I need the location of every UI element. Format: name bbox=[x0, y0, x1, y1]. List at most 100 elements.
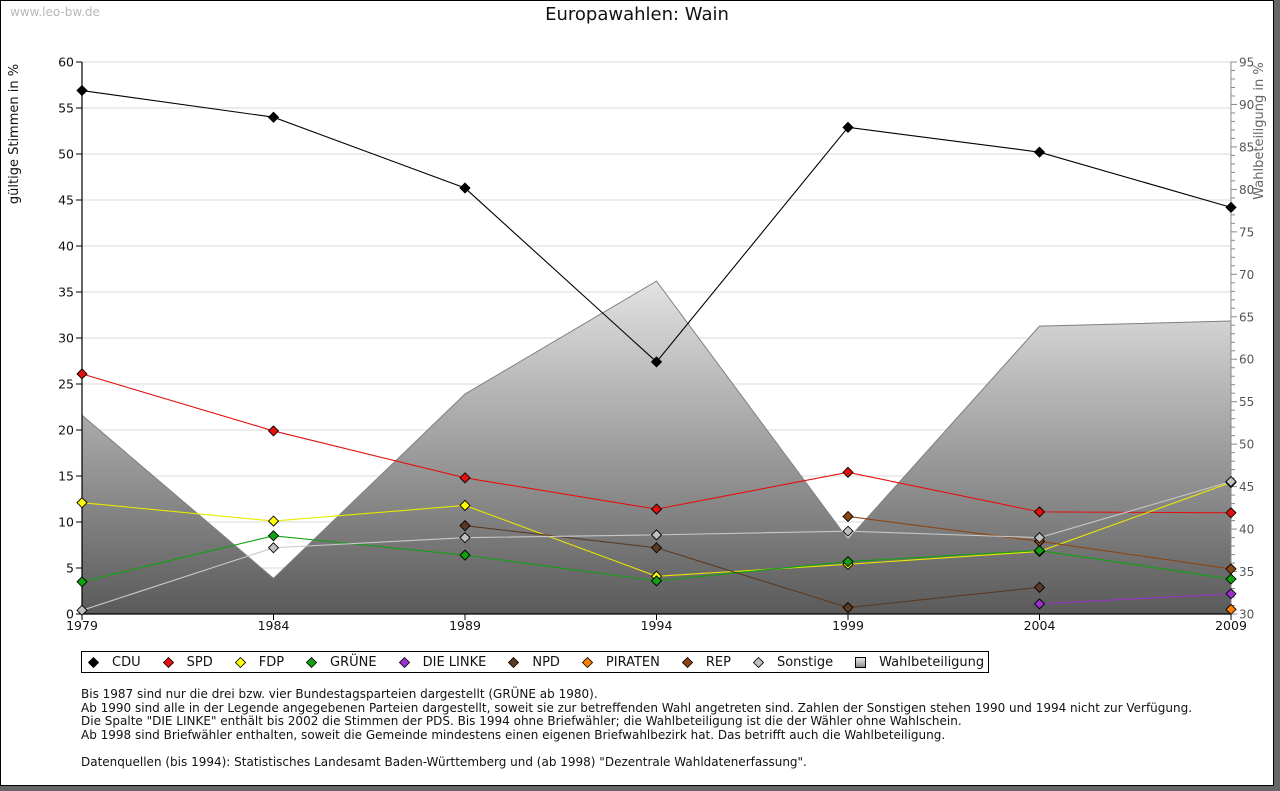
marker-gr-ne bbox=[650, 575, 663, 587]
x-tick-label: 2009 bbox=[1215, 618, 1247, 633]
y-tick-label: 45 bbox=[58, 193, 74, 208]
legend-item-gr-ne: GRÜNE bbox=[306, 655, 377, 670]
marker-cdu bbox=[76, 84, 88, 97]
legend-label: GRÜNE bbox=[330, 654, 377, 670]
legend-item-spd: SPD bbox=[162, 654, 213, 670]
legend-diamond-icon bbox=[88, 657, 99, 668]
marker-sonstige bbox=[76, 604, 88, 616]
x-tick-label: 1989 bbox=[449, 618, 481, 633]
footnote-line: Datenquellen (bis 1994): Statistisches L… bbox=[81, 754, 807, 769]
y2-tick-label: 50 bbox=[1239, 438, 1254, 452]
marker-cdu bbox=[267, 111, 280, 123]
footnote-line bbox=[81, 742, 1192, 756]
marker-spd bbox=[76, 368, 88, 380]
legend-diamond-icon bbox=[752, 657, 764, 668]
marker-cdu bbox=[1225, 201, 1237, 213]
y2-tick-label: 40 bbox=[1239, 523, 1254, 537]
legend-item-wahlbeteiligung: Wahlbeteiligung bbox=[855, 655, 984, 670]
legend-label: DIE LINKE bbox=[422, 654, 487, 670]
marker-npd bbox=[459, 520, 471, 532]
legend-diamond-icon bbox=[162, 657, 174, 668]
chart: 0 5 10 15 20 25 30 35 40 45 50 55 60 30 35 40 45 50 55 60 65… bbox=[7, 55, 1267, 634]
marker-cdu bbox=[842, 121, 854, 133]
line-die-linke bbox=[1039, 593, 1232, 605]
legend-square-icon bbox=[855, 657, 867, 668]
marker-gr-ne bbox=[76, 576, 88, 588]
y-tick-label: 20 bbox=[58, 423, 74, 438]
footnote-line: Bis 1987 sind nur die drei bzw. vier Bun… bbox=[81, 687, 598, 701]
marker-gr-ne bbox=[1033, 544, 1046, 557]
y2-tick-label: 55 bbox=[1239, 395, 1254, 409]
turnout-area-fill bbox=[82, 281, 1231, 614]
legend: CDU SPD FDP GRÜNE DIE LINKE NPD PIRATEN REP Sons… bbox=[81, 651, 990, 673]
legend-item-sonstige: Sonstige bbox=[752, 654, 834, 670]
legend-item-die-linke: DIE LINKE bbox=[398, 654, 487, 670]
legend-label: PIRATEN bbox=[605, 654, 660, 670]
marker-sonstige bbox=[842, 525, 854, 537]
y2-tick-label: 95 bbox=[1239, 56, 1254, 70]
watermark: www.leo-bw.de bbox=[10, 5, 100, 19]
y2-tick-label: 85 bbox=[1239, 140, 1254, 154]
legend-label: SPD bbox=[186, 654, 213, 670]
marker-gr-ne bbox=[1225, 573, 1237, 585]
axes: 0 5 10 15 20 25 30 35 40 45 50 55 60 30 35 40 45 50 55 60 65… bbox=[58, 55, 1254, 634]
marker-spd bbox=[842, 466, 854, 478]
legend-diamond-icon bbox=[306, 657, 318, 668]
legend-item-npd: NPD bbox=[508, 655, 560, 670]
footnote-line: Die Spalte "DIE LINKE" enthält bis 2002 … bbox=[81, 714, 962, 728]
y-tick-label: 35 bbox=[58, 285, 74, 300]
marker-sonstige bbox=[267, 542, 280, 554]
y2-tick-label: 45 bbox=[1239, 480, 1254, 494]
y-tick-label: 60 bbox=[58, 55, 74, 70]
y-axis-label: gültige Stimmen in % bbox=[7, 64, 22, 204]
marker-cdu bbox=[1033, 146, 1046, 158]
marker-gr-ne bbox=[267, 530, 280, 542]
marker-die-linke bbox=[1225, 588, 1237, 600]
chart-title: Europawahlen: Wain bbox=[545, 4, 729, 25]
legend-label: CDU bbox=[112, 654, 141, 670]
marker-die-linke bbox=[1033, 598, 1046, 610]
y-tick-label: 25 bbox=[58, 377, 74, 392]
marker-sonstige bbox=[1225, 475, 1237, 488]
marker-sonstige bbox=[1033, 532, 1046, 544]
marker-spd bbox=[1225, 507, 1237, 519]
x-tick-label: 1984 bbox=[258, 618, 290, 633]
legend-item-piraten: PIRATEN bbox=[581, 654, 660, 670]
turnout-area bbox=[81, 280, 1232, 614]
marker-npd bbox=[1033, 581, 1046, 593]
x-tick-label: 1999 bbox=[832, 618, 864, 633]
marker-sonstige bbox=[650, 529, 663, 541]
legend-diamond-icon bbox=[398, 657, 410, 668]
marker-fdp bbox=[76, 497, 88, 509]
y2-tick-label: 35 bbox=[1239, 565, 1254, 579]
legend-label: Sonstige bbox=[776, 654, 834, 670]
y2-tick-label: 60 bbox=[1239, 353, 1254, 367]
footnote-line: Ab 1990 sind alle in der Legende angegeb… bbox=[81, 700, 1193, 715]
marker-fdp bbox=[459, 499, 471, 512]
marker-fdp bbox=[267, 515, 280, 527]
legend-diamond-icon bbox=[681, 657, 693, 668]
legend-item-rep: REP bbox=[681, 654, 731, 670]
x-tick-label: 1994 bbox=[641, 618, 673, 633]
y-tick-label: 55 bbox=[58, 101, 74, 116]
legend-label: FDP bbox=[258, 654, 285, 670]
legend-label: REP bbox=[705, 654, 731, 670]
legend-item-fdp: FDP bbox=[234, 654, 285, 670]
y2-tick-label: 80 bbox=[1239, 183, 1254, 197]
marker-npd bbox=[650, 542, 663, 554]
marker-cdu bbox=[459, 182, 471, 194]
y2-tick-label: 65 bbox=[1239, 310, 1254, 324]
marker-rep bbox=[1225, 563, 1237, 575]
footnotes: Bis 1987 sind nur die drei bzw. vier Bun… bbox=[81, 687, 1193, 769]
marker-sonstige bbox=[459, 532, 471, 544]
legend-diamond-icon bbox=[581, 657, 593, 668]
footnote-line: Ab 1998 sind Briefwähler enthalten, sowe… bbox=[81, 727, 946, 742]
y-tick-label: 40 bbox=[58, 239, 74, 254]
marker-gr-ne bbox=[842, 555, 854, 568]
series-markers bbox=[76, 84, 1237, 616]
legend-item-cdu: CDU bbox=[88, 655, 141, 670]
legend-label: NPD bbox=[532, 654, 560, 670]
y-tick-label: 30 bbox=[58, 331, 74, 346]
marker-spd bbox=[267, 425, 280, 437]
